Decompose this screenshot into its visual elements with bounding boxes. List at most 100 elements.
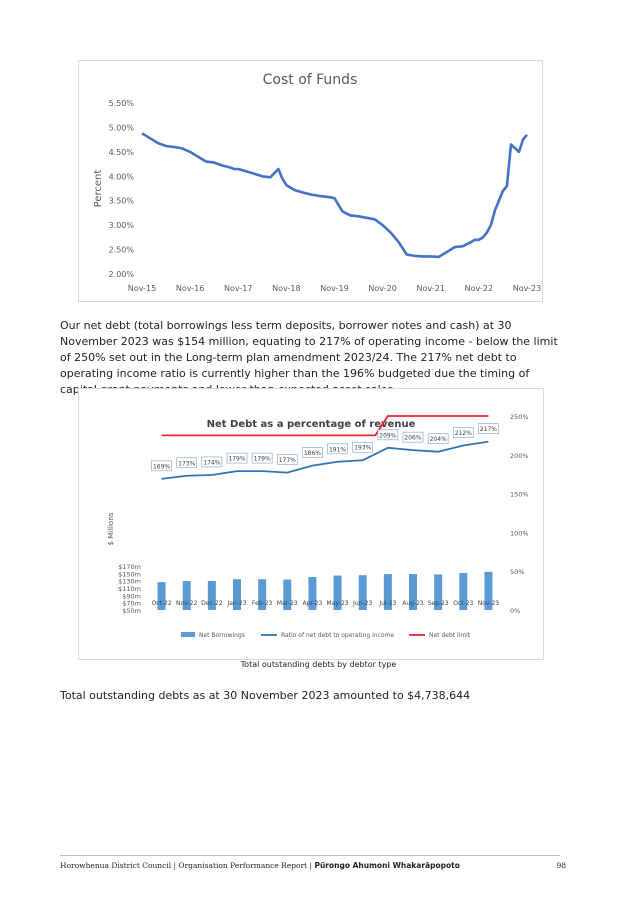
y-tick-label: 2.00% xyxy=(109,270,135,279)
y-tick-label: 4.50% xyxy=(109,148,135,157)
x-tick-label: Apr-23 xyxy=(303,600,323,607)
ratio-label-box xyxy=(276,454,298,465)
x-tick-label: Nov-20 xyxy=(368,284,396,293)
chart-title: Net Debt as a percentage of revenue xyxy=(207,419,416,430)
ratio-label-text: 179% xyxy=(254,456,271,463)
x-tick-label: Nov-22 xyxy=(465,284,493,293)
ratio-label-text: 179% xyxy=(228,456,245,463)
ratio-data-label: 173% xyxy=(176,457,198,469)
y-axis-label: $ Millions xyxy=(107,512,115,545)
x-tick-label: Nov-21 xyxy=(417,284,445,293)
x-tick-label: Nov-22 xyxy=(176,600,198,607)
legend-label: Ratio of net debt to operating income xyxy=(281,632,394,639)
net-debt-svg: Net Debt as a percentage of revenue $ Mil… xyxy=(107,413,529,639)
net-borrowings-bar xyxy=(383,574,392,610)
page-number: 98 xyxy=(556,861,566,870)
y-tick-label: $110m xyxy=(118,585,141,593)
y2-tick-label: 50% xyxy=(510,568,524,576)
footer-report-title: Pūrongo Ahumoni Whakarāpopoto xyxy=(314,861,460,870)
ratio-label-text: 204% xyxy=(430,436,447,443)
x-tick-label: Oct-22 xyxy=(151,600,171,607)
net-borrowings-bar xyxy=(434,574,443,610)
ratio-label-text: 217% xyxy=(480,426,497,433)
ratio-label-box xyxy=(201,456,223,468)
x-tick-label: Aug-23 xyxy=(402,600,424,607)
y-tick-label: $90m xyxy=(122,592,141,600)
ratio-data-label: 174% xyxy=(201,456,223,468)
ratio-label-box xyxy=(251,452,273,464)
ratio-data-label: 179% xyxy=(226,452,248,464)
cost-of-funds-chart: Cost of Funds Percent 5.50% 5.00% 4.50% 4.00%… xyxy=(78,60,543,302)
y-tick-label: 4.00% xyxy=(109,172,135,181)
x-tick-label: May-23 xyxy=(327,600,349,607)
ratio-data-label: 204% xyxy=(427,433,449,444)
footer-divider xyxy=(60,855,560,856)
x-tick-label: Nov-18 xyxy=(272,284,300,293)
net-debt-paragraph: Our net debt (total borrowings less term… xyxy=(60,319,558,396)
ratio-label-box xyxy=(176,457,198,469)
x-tick-label: Sep-23 xyxy=(428,600,449,607)
chart-title: Cost of Funds xyxy=(263,72,358,88)
x-tick-label: Jun-23 xyxy=(352,600,372,607)
ratio-data-label: 179% xyxy=(251,452,273,464)
y2-tick-label: 150% xyxy=(510,491,529,499)
y2-tick-label: 200% xyxy=(510,452,529,460)
y-tick-label: 5.00% xyxy=(109,123,135,132)
x-tick-label: Nov-16 xyxy=(176,284,204,293)
ratio-data-label: 206% xyxy=(402,431,424,443)
x-tick-label: Oct-23 xyxy=(453,600,473,607)
net-borrowings-bar xyxy=(409,574,417,610)
ratio-data-label: 169% xyxy=(151,460,172,472)
legend-swatch-bar xyxy=(181,632,195,637)
ratio-data-label: 209% xyxy=(377,429,399,441)
ratio-label-box xyxy=(427,433,449,444)
ratio-line xyxy=(161,440,489,480)
x-tick-label: Dec-22 xyxy=(201,600,223,607)
net-borrowings-bar xyxy=(333,575,342,610)
net-borrowings-bar xyxy=(308,577,317,610)
ratio-label-text: 186% xyxy=(304,450,321,457)
ratio-label-text: 193% xyxy=(354,445,371,452)
ratio-data-label: 177% xyxy=(276,454,298,465)
net-borrowings-bar xyxy=(157,582,166,610)
legend-label: Net Borrowings xyxy=(199,632,245,639)
net-borrowings-bar xyxy=(233,579,241,610)
ratio-label-text: 209% xyxy=(379,432,396,439)
x-tick-label: Nov-23 xyxy=(513,284,541,293)
net-borrowings-bar xyxy=(484,571,493,610)
ratio-label-text: 212% xyxy=(455,430,472,437)
ratio-data-label: 191% xyxy=(327,443,348,455)
net-debt-chart: Net Debt as a percentage of revenue $ Mil… xyxy=(78,388,544,660)
ratio-label-text: 191% xyxy=(329,446,346,453)
legend-label: Net debt limit xyxy=(429,632,471,639)
ratio-label-text: 177% xyxy=(279,457,296,464)
y-tick-label: 2.50% xyxy=(109,246,135,255)
outstanding-debts-paragraph: Total outstanding debts as at 30 Novembe… xyxy=(60,689,471,702)
ratio-data-label: 186% xyxy=(302,447,323,458)
ratio-label-box xyxy=(226,452,248,464)
ratio-label-box xyxy=(327,443,348,455)
y2-tick-label: 100% xyxy=(510,529,529,537)
y-tick-label: $50m xyxy=(122,607,141,615)
y-tick-label: 3.50% xyxy=(109,197,135,206)
net-debt-limit-line xyxy=(161,415,489,437)
net-borrowings-bar xyxy=(258,579,267,610)
y2-tick-label: 0% xyxy=(510,607,520,615)
y-tick-label: 5.50% xyxy=(109,99,135,108)
ratio-label-box xyxy=(302,447,323,458)
net-borrowings-bar xyxy=(182,581,191,610)
net-borrowings-bar xyxy=(283,579,292,610)
y-axis-label: Percent xyxy=(93,170,104,208)
y-tick-label: 3.00% xyxy=(109,221,135,230)
ratio-label-box xyxy=(452,427,474,438)
x-tick-label: Mar-23 xyxy=(277,600,298,607)
ratio-data-label: 193% xyxy=(352,441,374,453)
x-tick-label: Nov-19 xyxy=(320,284,348,293)
ratio-data-label: 212% xyxy=(452,427,474,438)
x-tick-label: Nov-23 xyxy=(478,600,500,607)
x-tick-label: Nov-15 xyxy=(128,284,156,293)
x-tick-label: Feb-23 xyxy=(252,600,273,607)
y-tick-label: $170m xyxy=(118,563,141,571)
y-tick-label: $70m xyxy=(122,600,141,608)
cost-of-funds-svg: Cost of Funds Percent 5.50% 5.00% 4.50% 4.00%… xyxy=(93,72,541,293)
